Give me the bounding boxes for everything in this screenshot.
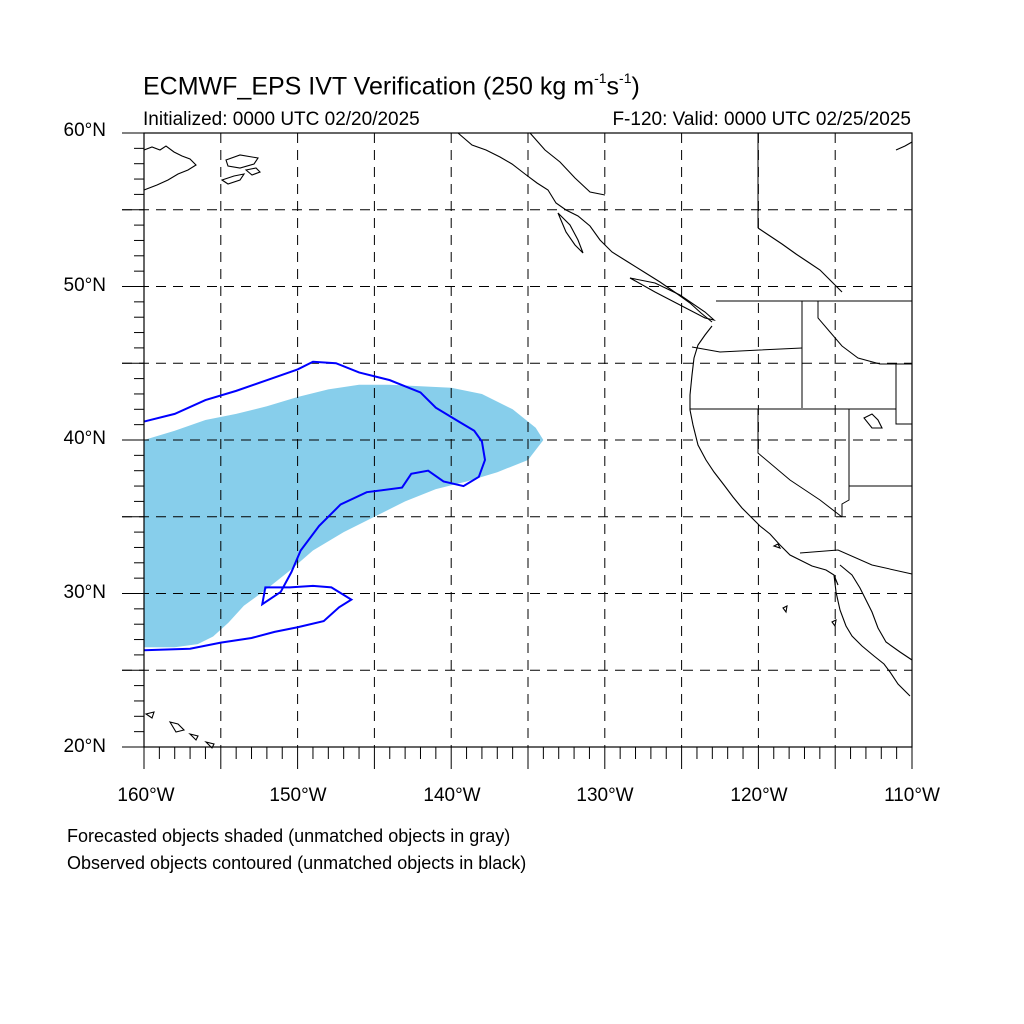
lon-label-120w: 120°W [730,785,788,806]
forecast-ivt-object [144,384,544,648]
map-title: ECMWF_EPS IVT Verification (250 kg m-1s-… [143,70,640,101]
lat-label-60n: 60°N [63,120,106,141]
lon-label-150w: 150°W [269,785,327,806]
coastline [143,132,913,749]
legend-note-observed: Observed objects contoured (unmatched ob… [67,853,527,873]
lon-label-110w: 110°W [884,785,940,806]
political-borders [690,133,913,575]
lat-label-30n: 30°N [63,582,106,603]
initialized-label: Initialized: 0000 UTC 02/20/2025 [143,109,420,130]
lat-label-20n: 20°N [63,736,106,757]
lon-label-140w: 140°W [423,785,481,806]
lat-label-40n: 40°N [63,428,106,449]
observed-ivt-contour [143,360,487,652]
lat-label-50n: 50°N [63,275,106,296]
lon-label-160w: 160°W [117,785,175,806]
lon-label-130w: 130°W [576,785,634,806]
legend-note-forecast: Forecasted objects shaded (unmatched obj… [67,826,511,846]
valid-time-label: F-120: Valid: 0000 UTC 02/25/2025 [612,109,911,130]
